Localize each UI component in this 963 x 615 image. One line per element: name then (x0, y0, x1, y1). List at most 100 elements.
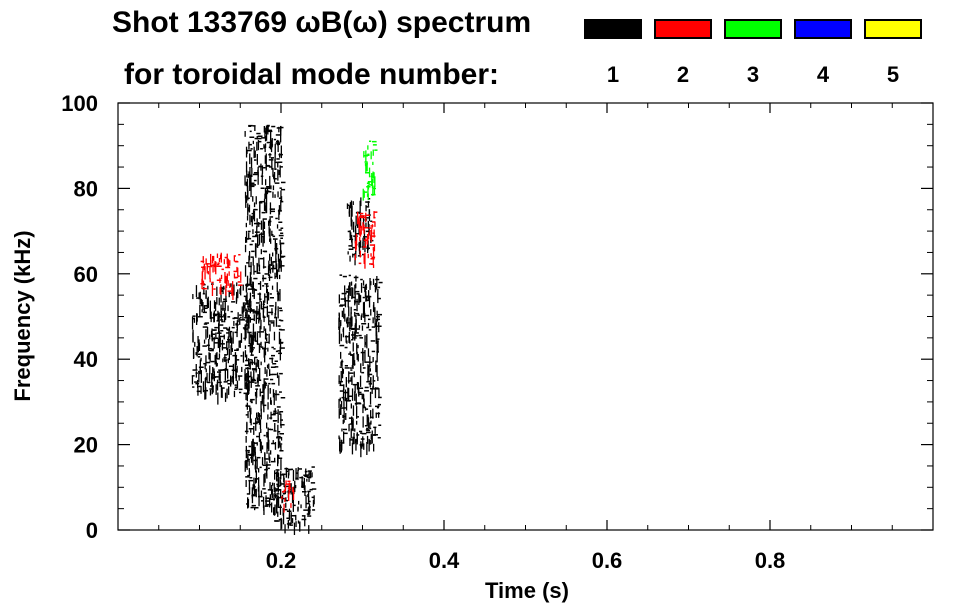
spectral-mark (247, 327, 249, 334)
spectral-mark (253, 172, 259, 174)
spectral-mark (350, 428, 352, 439)
spectral-mark (267, 347, 269, 352)
spectral-mark (345, 291, 349, 293)
spectral-mark (374, 221, 376, 227)
spectral-mark (247, 474, 251, 477)
spectral-mark (277, 473, 280, 484)
spectral-mark (211, 281, 214, 284)
spectral-mark (260, 441, 262, 454)
spectral-mark (234, 331, 238, 334)
spectral-mark (373, 244, 376, 252)
spectral-mark (199, 367, 201, 375)
spectral-mark (234, 277, 237, 279)
spectral-mark (276, 471, 278, 481)
spectral-mark (266, 164, 270, 167)
spectral-mark (258, 413, 261, 425)
spectral-mark (364, 191, 368, 193)
spectral-mark (264, 131, 266, 139)
spectral-mark (295, 477, 299, 480)
spectral-mark (204, 322, 209, 324)
spectral-mark (222, 301, 224, 311)
spectral-mark (221, 387, 225, 389)
spectral-mark (268, 314, 270, 326)
spectral-mark (368, 329, 372, 331)
spectral-mark (214, 354, 216, 365)
spectral-mark (271, 346, 274, 349)
spectral-mark (353, 221, 355, 233)
spectral-mark (271, 285, 274, 290)
spectral-mark (262, 488, 266, 490)
spectral-mark (259, 312, 261, 321)
spectral-mark (251, 250, 255, 253)
spectral-mark (262, 464, 266, 466)
spectral-mark (273, 238, 278, 240)
spectral-mark (360, 278, 363, 281)
spectral-mark (372, 317, 374, 324)
x-tick-label: 0.6 (592, 548, 623, 573)
spectral-mark (272, 262, 274, 273)
spectral-mark (287, 468, 292, 471)
spectral-mark (303, 474, 307, 476)
spectral-mark (280, 329, 285, 331)
spectral-mark (258, 222, 260, 227)
spectral-mark (251, 487, 253, 499)
spectral-mark (277, 169, 279, 181)
spectral-mark (261, 211, 266, 214)
spectral-mark (265, 500, 270, 502)
spectral-mark (313, 495, 315, 505)
spectral-mark (261, 500, 264, 502)
spectral-mark (264, 145, 266, 153)
spectral-mark (378, 322, 380, 333)
spectral-mark (259, 388, 261, 397)
spectral-mark (358, 325, 361, 329)
spectral-mark (359, 295, 362, 303)
spectral-mark (216, 253, 219, 258)
spectral-mark (254, 208, 258, 211)
spectral-mark (373, 187, 376, 190)
spectral-mark (265, 499, 267, 507)
spectral-mark (249, 130, 252, 133)
spectral-mark (255, 196, 257, 205)
spectral-mark (359, 229, 361, 236)
spectral-mark (364, 341, 366, 345)
spectral-mark (346, 319, 348, 323)
spectral-mark (258, 202, 263, 204)
spectral-mark (280, 419, 283, 421)
spectral-mark (366, 431, 371, 434)
legend-label-mode-5: 5 (886, 62, 900, 87)
spectral-mark (372, 256, 374, 266)
spectral-mark (367, 153, 370, 156)
spectral-mark (263, 388, 265, 399)
spectral-mark (372, 171, 374, 179)
spectral-mark (267, 432, 269, 439)
spectral-mark (278, 328, 282, 331)
spectral-mark (374, 149, 378, 151)
spectral-mark (231, 376, 233, 383)
spectral-mark (209, 278, 211, 283)
spectral-mark (205, 355, 207, 366)
spectral-mark (262, 496, 265, 508)
spectral-mark (266, 191, 272, 193)
spectral-mark (213, 310, 215, 323)
spectral-mark (347, 251, 349, 255)
spectral-mark (338, 312, 340, 317)
spectral-mark (239, 314, 242, 316)
spectral-mark (275, 134, 281, 136)
spectral-mark (269, 297, 274, 299)
spectral-mark (366, 429, 370, 432)
spectral-mark (230, 330, 233, 333)
spectral-mark (240, 355, 243, 357)
spectral-mark (349, 230, 351, 238)
spectral-mark (257, 486, 260, 492)
spectral-mark (350, 210, 352, 222)
spectral-mark (364, 335, 366, 348)
spectral-mark (277, 161, 283, 163)
spectral-mark (244, 324, 246, 332)
spectral-mark (263, 384, 267, 386)
spectral-mark (354, 230, 357, 242)
spectral-mark (197, 385, 202, 388)
spectral-mark (201, 299, 203, 307)
spectral-mark (279, 504, 282, 515)
spectral-mark (234, 386, 238, 388)
spectral-mark (263, 326, 265, 331)
